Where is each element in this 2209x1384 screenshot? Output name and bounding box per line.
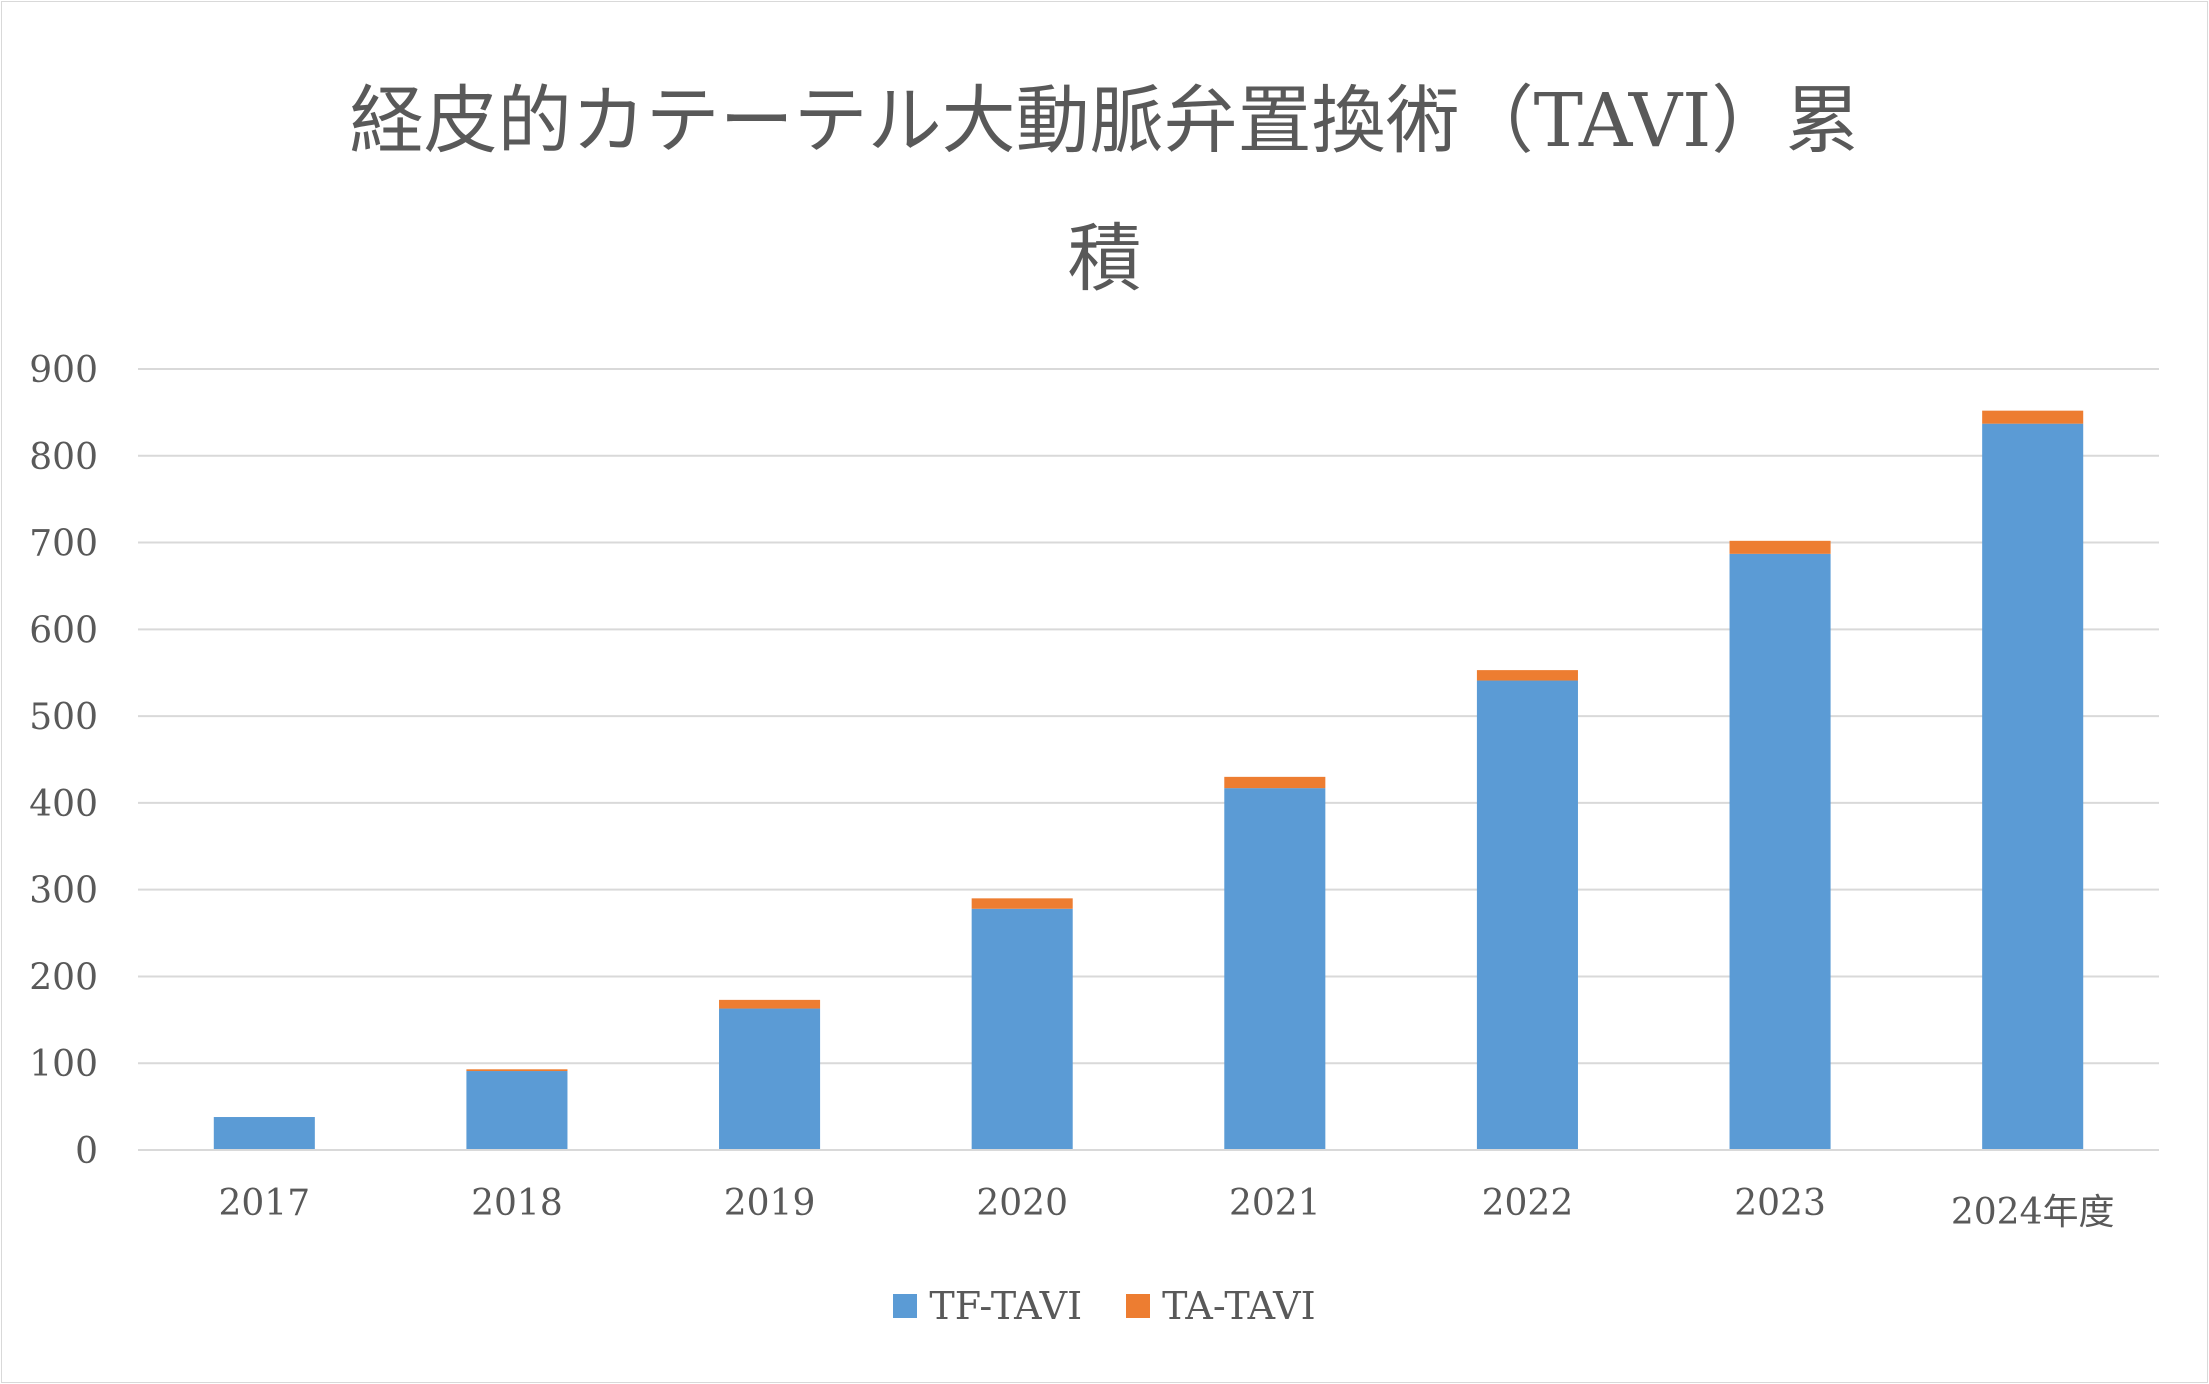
y-tick-label-300: 300 xyxy=(29,871,98,912)
legend: TF-TAVI TA-TAVI xyxy=(2,1284,2207,1328)
x-tick-label-7: 2024年度 xyxy=(1951,1192,2115,1233)
chart-title: 経皮的カテーテル大動脈弁置換術（TAVI）累 積 xyxy=(2,52,2207,328)
y-tick-label-500: 500 xyxy=(29,697,98,738)
bar-tf-tavi-6 xyxy=(1729,553,1831,1150)
bar-tf-tavi-3 xyxy=(971,908,1073,1150)
bar-tf-tavi-1 xyxy=(466,1071,568,1150)
y-tick-label-900: 900 xyxy=(29,350,98,391)
x-tick-label-4: 2021 xyxy=(1229,1183,1321,1224)
chart-title-line-1: 経皮的カテーテル大動脈弁置換術（TAVI）累 xyxy=(349,78,1860,164)
x-tick-label-0: 2017 xyxy=(219,1183,311,1224)
bar-ta-tavi-4 xyxy=(1224,776,1326,789)
bar-ta-tavi-5 xyxy=(1476,670,1578,681)
legend-item-tf-tavi: TF-TAVI xyxy=(893,1284,1082,1328)
x-tick-label-1: 2018 xyxy=(471,1183,563,1224)
bar-ta-tavi-3 xyxy=(971,898,1073,909)
y-tick-label-200: 200 xyxy=(29,957,98,998)
y-tick-label-800: 800 xyxy=(29,437,98,478)
x-tick-label-3: 2020 xyxy=(976,1183,1068,1224)
y-tick-label-700: 700 xyxy=(29,524,98,565)
bar-tf-tavi-5 xyxy=(1476,680,1578,1150)
y-tick-label-0: 0 xyxy=(75,1131,98,1172)
bar-tf-tavi-4 xyxy=(1224,788,1326,1150)
legend-swatch-ta-tavi xyxy=(1126,1294,1151,1318)
y-tick-label-100: 100 xyxy=(29,1044,98,1085)
bar-ta-tavi-1 xyxy=(466,1069,568,1072)
bar-ta-tavi-6 xyxy=(1729,540,1831,554)
x-tick-label-5: 2022 xyxy=(1482,1183,1574,1224)
legend-label-ta-tavi: TA-TAVI xyxy=(1162,1284,1316,1328)
bar-ta-tavi-7 xyxy=(1982,410,2084,424)
bar-ta-tavi-2 xyxy=(719,999,821,1009)
legend-label-tf-tavi: TF-TAVI xyxy=(929,1284,1083,1328)
y-tick-label-600: 600 xyxy=(29,610,98,651)
bar-tf-tavi-2 xyxy=(719,1008,821,1150)
x-tick-label-2: 2019 xyxy=(724,1183,816,1224)
y-tick-label-400: 400 xyxy=(29,784,98,825)
bar-tf-tavi-7 xyxy=(1982,423,2084,1150)
legend-item-ta-tavi: TA-TAVI xyxy=(1126,1284,1316,1328)
x-tick-label-6: 2023 xyxy=(1734,1183,1826,1224)
bar-tf-tavi-0 xyxy=(213,1117,315,1150)
chart-title-line-2: 積 xyxy=(1067,216,1142,302)
legend-swatch-tf-tavi xyxy=(893,1294,918,1318)
